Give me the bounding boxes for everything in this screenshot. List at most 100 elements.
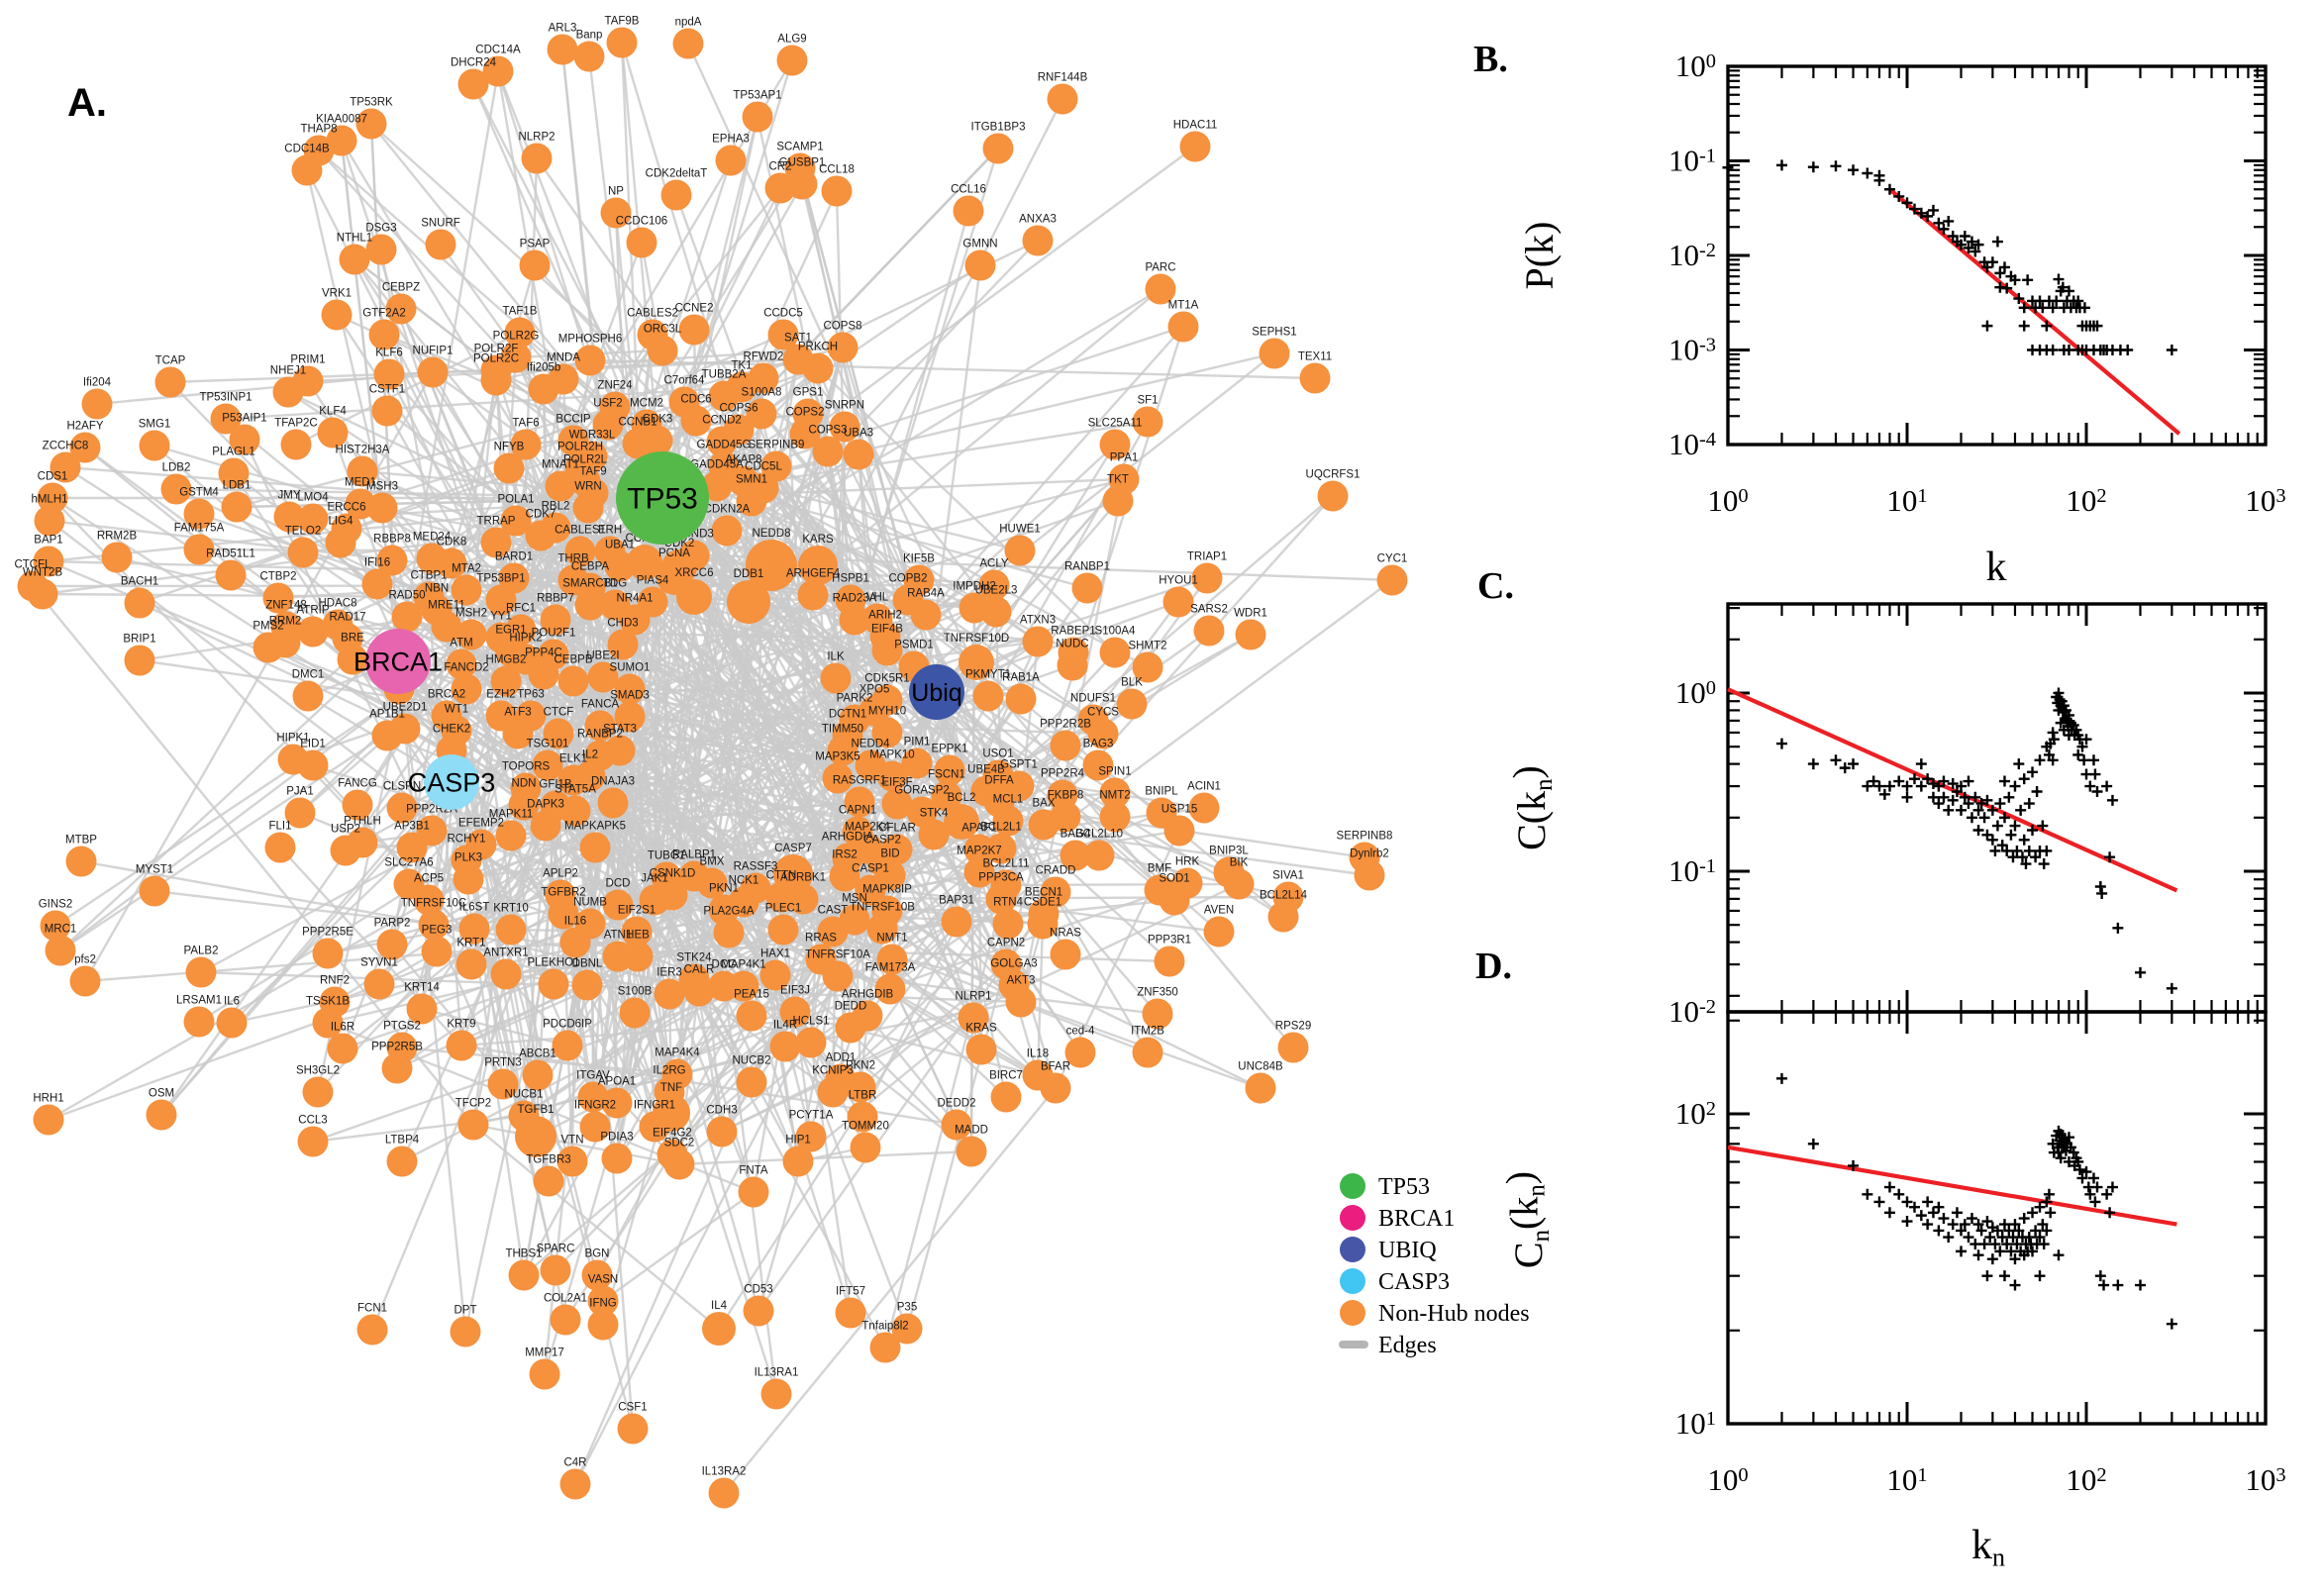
network-node-label: NHEJ1 xyxy=(270,365,306,377)
network-node xyxy=(229,424,260,455)
network-node-label: IL4R xyxy=(773,1020,797,1032)
network-node xyxy=(321,299,353,331)
network-node-label: LTBP4 xyxy=(385,1135,420,1147)
network-node xyxy=(393,868,425,900)
network-node-label: COL2A1 xyxy=(544,1293,587,1305)
network-node xyxy=(579,832,611,863)
network-node xyxy=(431,611,462,643)
network-node xyxy=(457,1109,489,1141)
network-node-label: PCYT1A xyxy=(789,1110,834,1122)
legend-swatch-brca1 xyxy=(1340,1205,1365,1231)
network-node-label: FANCA xyxy=(581,699,620,711)
network-node-label: BACH1 xyxy=(121,576,158,588)
network-node-label: PEG3 xyxy=(422,925,453,937)
network-node-label: SH3GL2 xyxy=(296,1065,340,1077)
network-node xyxy=(1082,749,1114,781)
network-node xyxy=(1154,946,1185,977)
network-node xyxy=(450,1316,481,1347)
network-node xyxy=(602,889,634,921)
network-node xyxy=(767,914,799,946)
network-node xyxy=(706,426,738,457)
network-node xyxy=(1050,939,1081,970)
network-node xyxy=(795,1027,827,1058)
network-node-label: ATN1 xyxy=(604,930,633,942)
network-node-label: RAB1A xyxy=(1002,672,1040,684)
network-node-label: RAD17 xyxy=(329,612,365,624)
network-node-label: MSH3 xyxy=(366,481,398,493)
network-node-label: MTBP xyxy=(65,835,97,847)
network-node xyxy=(738,1176,769,1208)
network-node-label: USF2 xyxy=(593,398,622,410)
network-node-label: TCAP xyxy=(155,355,186,367)
network-node-label: SERPINB9 xyxy=(749,440,805,451)
tick-label: 103 xyxy=(2245,1462,2285,1497)
legend-swatch-tp53 xyxy=(1340,1173,1365,1199)
network-node xyxy=(530,810,561,842)
plot-frame xyxy=(1726,1010,2268,1426)
network-node xyxy=(871,635,903,666)
network-node-label: PIAS4 xyxy=(637,575,669,587)
network-node-label: ced-4 xyxy=(1066,1026,1095,1038)
network-node-label: CABLES1 xyxy=(555,525,606,537)
network-node-label: TOPORS xyxy=(502,761,551,773)
network-node-label: TP53RK xyxy=(350,97,393,109)
network-node-label: HIPK2 xyxy=(509,633,542,645)
network-node-label: FANCD2 xyxy=(444,662,488,674)
network-node xyxy=(1099,777,1131,809)
network-node-label: TIMM50 xyxy=(822,724,863,736)
network-node-label: UBE2D1 xyxy=(383,702,428,714)
network-node-label: MRE11 xyxy=(428,600,465,612)
network-node-label: NRAS xyxy=(1050,928,1081,940)
network-node-label: TNFRSF10B xyxy=(850,902,915,914)
network-node-label: BNIPL xyxy=(1145,786,1178,798)
network-node-label: SAT1 xyxy=(784,333,812,345)
network-node xyxy=(368,319,400,350)
network-node xyxy=(1203,916,1235,948)
network-node xyxy=(485,584,517,616)
network-node xyxy=(361,568,393,600)
network-node-label: SMARCB1 xyxy=(562,578,618,590)
network-node xyxy=(425,229,456,260)
network-node-label: npdA xyxy=(675,17,702,29)
network-node-label: CASP7 xyxy=(774,843,812,854)
network-node xyxy=(820,662,852,694)
network-node xyxy=(963,834,995,865)
network-node xyxy=(706,1116,738,1147)
network-node-label: PLA2G4A xyxy=(703,906,754,918)
network-node-label: XRCC6 xyxy=(675,567,714,579)
panel-d-chart: 100 101 102 103 102 101 kn​ Cn​(kn​) xyxy=(1497,1010,2286,1571)
network-node xyxy=(795,1121,827,1152)
network-node-label: STK4 xyxy=(920,808,949,820)
network-node xyxy=(540,604,571,636)
network-node xyxy=(614,673,646,705)
network-node-label: BCL2L1 xyxy=(980,822,1022,834)
network-node xyxy=(760,1378,792,1410)
network-node xyxy=(297,749,329,781)
network-node-label: UNC84B xyxy=(1238,1061,1283,1073)
network-node xyxy=(683,975,715,1007)
network-node-label: HIST2H3A xyxy=(336,445,390,456)
network-node-label: BRIP1 xyxy=(123,634,155,646)
network-node-label: VRK1 xyxy=(322,288,352,300)
network-node-label: VTN xyxy=(561,1135,584,1147)
network-node xyxy=(1116,688,1148,720)
network-node-label: ARIH2 xyxy=(868,610,902,622)
network-node-label: MMP17 xyxy=(525,1347,564,1359)
network-node xyxy=(1005,683,1037,715)
network-node xyxy=(708,1477,740,1509)
network-node-label: CABLES2 xyxy=(627,308,678,320)
network-node-label: POLR2H xyxy=(557,442,603,453)
network-node-label: RRAS xyxy=(805,933,837,945)
network-node xyxy=(210,403,242,435)
network-node-label: ATM xyxy=(450,638,472,649)
network-node xyxy=(273,501,305,533)
hub-node-label: TP53 xyxy=(627,483,698,516)
network-node xyxy=(548,363,579,395)
network-node-label: IL16 xyxy=(564,916,586,928)
network-node xyxy=(1132,406,1163,438)
network-node-label: hMLH1 xyxy=(31,494,67,506)
network-node-label: POLA1 xyxy=(497,494,534,506)
network-node xyxy=(1223,868,1255,900)
network-node-label: HIPK1 xyxy=(276,733,309,745)
network-node xyxy=(490,958,522,990)
